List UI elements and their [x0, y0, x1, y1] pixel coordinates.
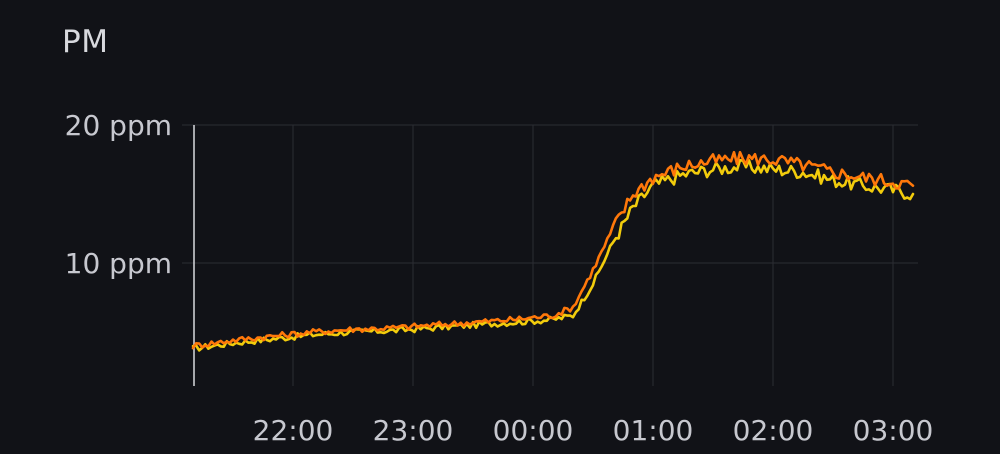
x-tick-label: 02:00 — [733, 414, 814, 447]
x-tick-label: 01:00 — [613, 414, 694, 447]
x-tick-label: 23:00 — [373, 414, 454, 447]
series-line-1 — [191, 158, 915, 352]
x-tick-label: 22:00 — [253, 414, 334, 447]
x-tick-label: 03:00 — [853, 414, 934, 447]
y-tick-label: 10 ppm — [65, 247, 172, 280]
y-tick-label: 20 ppm — [65, 109, 172, 142]
series-line-2 — [191, 150, 915, 350]
x-tick-label: 00:00 — [493, 414, 574, 447]
panel-title: PM — [62, 24, 109, 60]
